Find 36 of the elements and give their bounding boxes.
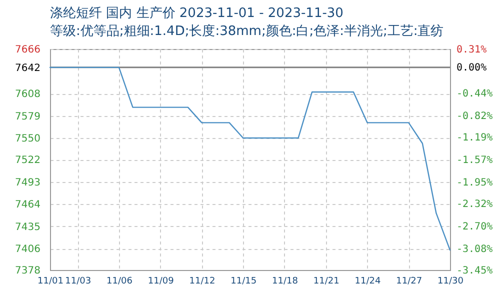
y2-tick-label: -0.44% xyxy=(456,88,493,100)
y-tick-label: 7666 xyxy=(15,44,40,56)
y-tick-label: 7464 xyxy=(15,200,40,211)
y2-tick-label: -3.45% xyxy=(456,266,493,276)
x-tick-label: 11/21 xyxy=(313,276,340,286)
y2-tick-label: 0.31% xyxy=(456,44,487,56)
x-tick-label: 11/09 xyxy=(148,276,174,286)
y-tick-label: 7522 xyxy=(15,155,40,166)
y2-tick-label: -0.82% xyxy=(456,110,493,122)
y-tick-label: 7642 xyxy=(15,62,40,74)
x-tick-label: 11/15 xyxy=(230,276,257,286)
y2-tick-label: -3.08% xyxy=(456,244,493,255)
y-tick-label: 7550 xyxy=(15,134,40,145)
x-tick-label: 11/24 xyxy=(354,276,381,286)
x-tick-label: 11/06 xyxy=(106,276,133,286)
y2-tick-label: -1.19% xyxy=(456,132,493,144)
y2-tick-label: -1.57% xyxy=(456,155,493,166)
y-tick-label: 7406 xyxy=(15,244,40,256)
x-tick-label: 11/01 xyxy=(38,276,64,286)
chart-title: 涤纶短纤 国内 生产价 2023-11-01 - 2023-11-30 xyxy=(50,6,344,21)
x-tick-label: 11/18 xyxy=(272,276,298,286)
x-tick-label: 11/03 xyxy=(65,276,92,286)
y2-tick-label: -2.32% xyxy=(456,199,493,210)
line-series xyxy=(49,66,451,251)
y-tick-label: 7579 xyxy=(15,111,40,122)
x-tick-label: 11/12 xyxy=(189,276,216,286)
y-tick-label: 7493 xyxy=(15,177,40,188)
y-tick-label: 7608 xyxy=(15,89,40,100)
chart-subtitle: 等级:优等品;粗细:1.4D;长度:38mm;颜色:白;色泽:半消光;工艺:直纺 xyxy=(50,23,444,39)
x-tick-label: 11/30 xyxy=(438,276,464,286)
y2-tick-label: 0.00% xyxy=(456,62,487,74)
x-tick-label: 11/27 xyxy=(396,276,422,286)
y2-tick-label: -1.95% xyxy=(456,177,493,188)
y2-tick-label: -2.70% xyxy=(456,221,493,232)
y-tick-label: 7435 xyxy=(15,222,40,233)
y-tick-label: 7378 xyxy=(15,266,40,276)
